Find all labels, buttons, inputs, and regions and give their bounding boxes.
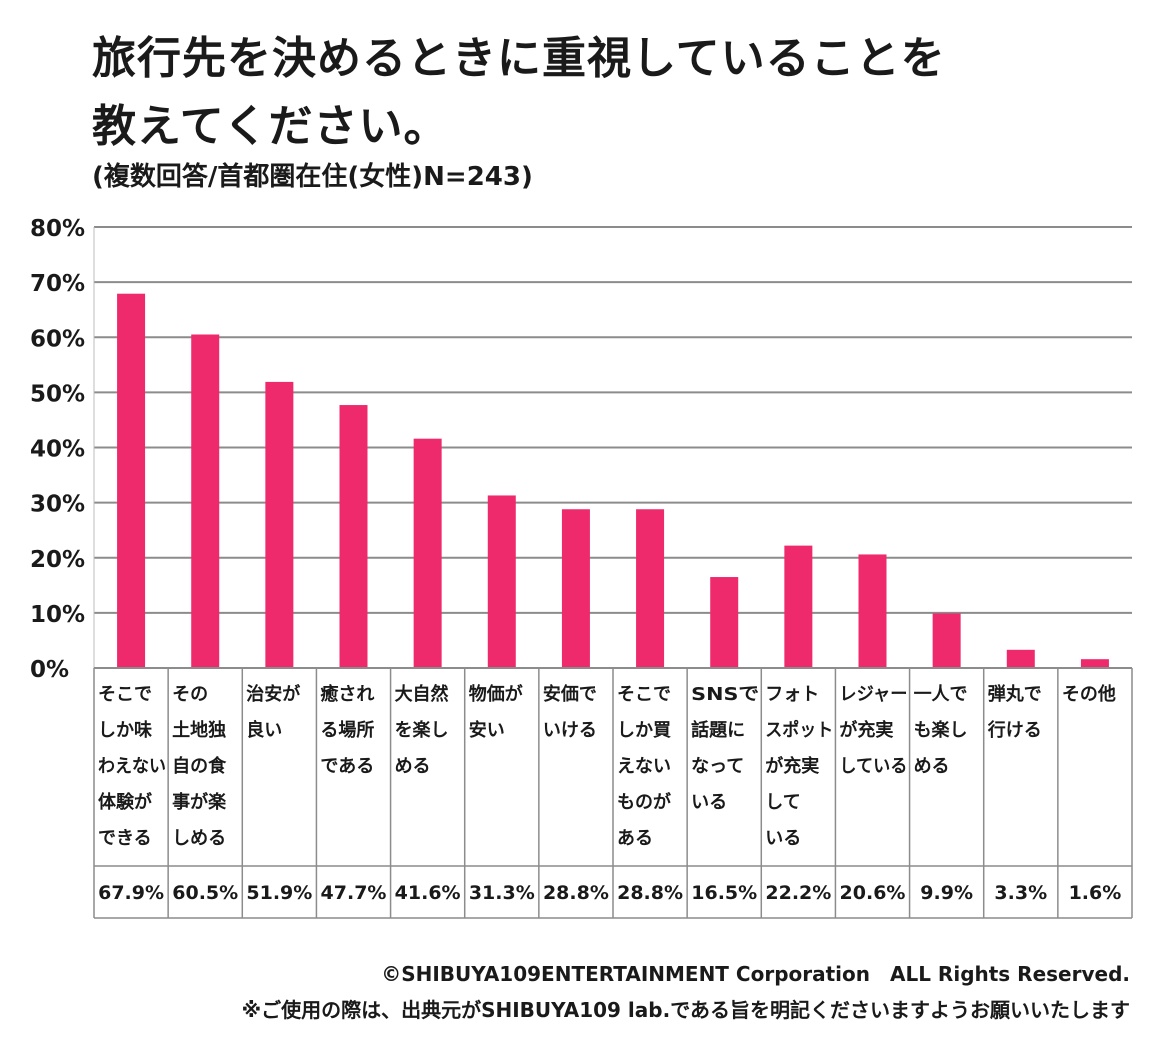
category-label: 大自然を楽しめる xyxy=(395,683,449,777)
value-label: 3.3% xyxy=(994,882,1047,904)
bar xyxy=(413,438,442,668)
chart-title-line2: 教えてください。 xyxy=(92,101,449,152)
value-label: 67.9% xyxy=(98,882,164,904)
category-label: そこでしか買えないものがある xyxy=(617,684,671,849)
category-label: 弾丸で行ける xyxy=(987,683,1042,741)
value-label: 9.9% xyxy=(920,882,973,904)
y-tick-label: 10% xyxy=(30,602,85,628)
value-label: 47.7% xyxy=(321,882,387,904)
category-label: フォトスポットが充実している xyxy=(765,684,833,849)
value-label: 51.9% xyxy=(246,882,312,904)
y-tick-label: 0% xyxy=(30,657,69,683)
category-label: 安価でいける xyxy=(543,683,597,741)
copyright-notice: ©SHIBUYA109ENTERTAINMENT Corporation ALL… xyxy=(381,962,1130,986)
bar xyxy=(858,554,887,668)
y-tick-label: 30% xyxy=(30,492,85,518)
y-tick-label: 50% xyxy=(30,381,85,407)
category-label: 治安が良い xyxy=(246,683,300,741)
y-tick-label: 20% xyxy=(30,547,85,573)
bar xyxy=(191,334,220,668)
category-label: 一人でも楽しめる xyxy=(914,684,968,777)
value-label: 41.6% xyxy=(395,882,461,904)
bar xyxy=(932,613,961,668)
category-label: SNSで話題になっている xyxy=(691,684,759,813)
category-label: 癒される場所である xyxy=(320,683,374,777)
chart-subtitle: (複数回答/首都圏在住(女性)N=243) xyxy=(92,162,533,192)
usage-notice: ※ご使用の際は、出典元がSHIBUYA109 lab.である旨を明記くださいます… xyxy=(241,998,1130,1022)
value-label: 28.8% xyxy=(617,882,683,904)
bar xyxy=(117,293,146,668)
value-label: 22.2% xyxy=(765,882,831,904)
value-label: 1.6% xyxy=(1069,882,1122,904)
bar xyxy=(710,577,739,668)
value-label: 60.5% xyxy=(172,882,238,904)
y-tick-label: 80% xyxy=(30,216,85,242)
bar xyxy=(784,545,813,668)
bar xyxy=(1006,649,1035,668)
category-label: その土地独自の食事が楽しめる xyxy=(172,684,227,849)
bar xyxy=(1080,659,1109,668)
value-label: 16.5% xyxy=(691,882,757,904)
value-label: 20.6% xyxy=(840,882,906,904)
bar xyxy=(487,495,516,668)
bar xyxy=(339,405,368,668)
y-tick-label: 60% xyxy=(30,326,85,352)
chart-title-line1: 旅行先を決めるときに重視していることを xyxy=(92,33,946,84)
bar xyxy=(561,509,590,668)
category-label: その他 xyxy=(1062,683,1116,705)
category-label: レジャーが充実している xyxy=(839,684,907,777)
bar xyxy=(265,381,294,668)
value-label: 31.3% xyxy=(469,882,535,904)
value-label: 28.8% xyxy=(543,882,609,904)
category-label: そこでしか味わえない体験ができる xyxy=(98,684,166,849)
y-tick-label: 40% xyxy=(30,437,85,463)
bar xyxy=(636,509,665,668)
y-tick-label: 70% xyxy=(30,271,85,297)
category-label: 物価が安い xyxy=(469,683,523,741)
